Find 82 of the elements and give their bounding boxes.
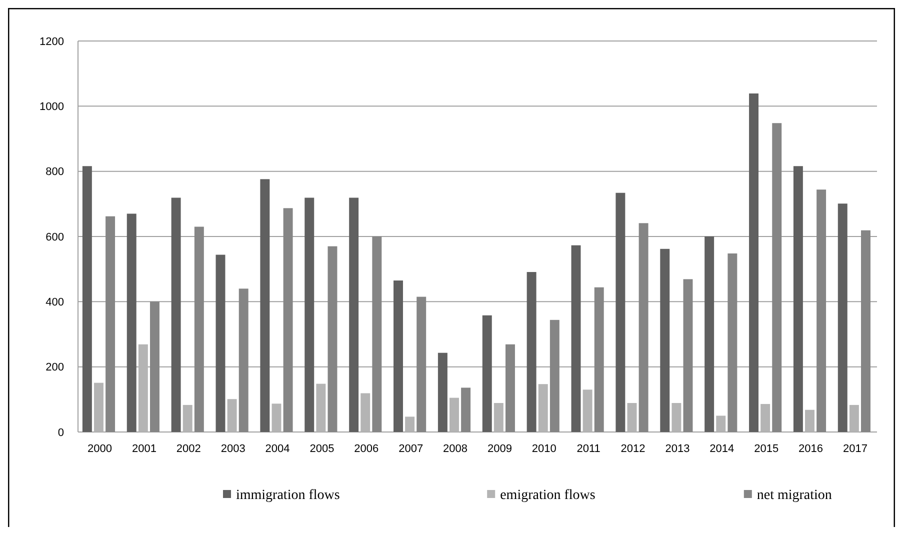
y-tick-label: 1000 (40, 101, 64, 114)
bar (82, 166, 92, 432)
bar (704, 236, 714, 432)
y-tick-label: 0 (58, 426, 64, 439)
bar (526, 272, 536, 432)
bar (816, 190, 826, 432)
x-tick-label: 2005 (310, 443, 334, 455)
bar (494, 403, 504, 432)
bar (571, 245, 581, 432)
bar (616, 192, 626, 432)
bar (749, 93, 758, 432)
y-tick-label: 1200 (40, 36, 64, 48)
bar (238, 288, 248, 432)
y-tick-label: 800 (46, 166, 64, 178)
bar (805, 410, 814, 432)
bar (360, 393, 370, 432)
bar (405, 416, 415, 432)
legend-label: emigration flows (500, 488, 596, 503)
bar (728, 253, 738, 432)
x-tick-label: 2007 (398, 443, 424, 455)
x-tick-label: 2012 (620, 443, 646, 455)
bar (126, 214, 136, 432)
x-tick-label: 2015 (754, 443, 779, 455)
bar (849, 404, 859, 432)
bar (394, 280, 403, 432)
bar (372, 236, 382, 432)
bar (194, 226, 204, 432)
bar (538, 384, 548, 432)
x-tick-label: 2009 (487, 443, 512, 455)
bar (106, 216, 116, 432)
x-tick-label: 2011 (576, 443, 600, 455)
y-tick-label: 400 (46, 296, 64, 309)
bar (594, 287, 604, 432)
bar (138, 344, 148, 432)
bar (716, 416, 726, 432)
bar (660, 248, 670, 432)
bar (316, 384, 326, 432)
y-tick-label: 600 (46, 231, 64, 244)
bar (182, 404, 192, 432)
x-tick-label: 2017 (842, 443, 868, 455)
bar (438, 352, 448, 432)
y-tick-label: 200 (46, 362, 64, 374)
bar (216, 254, 226, 432)
bar (627, 403, 637, 432)
bar (328, 246, 338, 432)
x-tick-label: 2002 (176, 443, 201, 455)
bar (304, 198, 314, 432)
bar (94, 382, 104, 432)
x-tick-label: 2014 (710, 443, 734, 455)
bar (150, 302, 160, 432)
bar (260, 179, 270, 432)
bar (450, 398, 459, 432)
legend-label: net migration (756, 488, 832, 503)
x-tick-label: 2006 (354, 443, 379, 455)
bar (760, 404, 770, 432)
x-tick-label: 2016 (798, 443, 824, 455)
x-tick-label: 2010 (532, 443, 556, 455)
bar (793, 166, 803, 432)
x-tick-label: 2004 (265, 443, 290, 455)
bar (482, 315, 492, 432)
bar (461, 388, 471, 432)
bar (171, 198, 181, 432)
bar (861, 230, 870, 432)
x-tick-label: 2008 (443, 443, 468, 455)
bar (272, 404, 282, 432)
bar (283, 208, 293, 432)
bar (772, 123, 782, 432)
bar (672, 403, 682, 432)
x-tick-label: 2001 (132, 443, 156, 455)
bar (638, 223, 648, 432)
x-tick-label: 2000 (88, 443, 112, 455)
x-tick-label: 2003 (220, 443, 246, 455)
bar (416, 296, 426, 432)
bar (550, 320, 560, 432)
bar (582, 390, 592, 432)
bar (838, 204, 848, 432)
bar (683, 279, 693, 432)
legend-label: immigration flows (236, 488, 340, 503)
x-tick-label: 2013 (665, 443, 690, 455)
bar (349, 198, 359, 432)
bar (505, 344, 515, 432)
bar (227, 399, 237, 432)
